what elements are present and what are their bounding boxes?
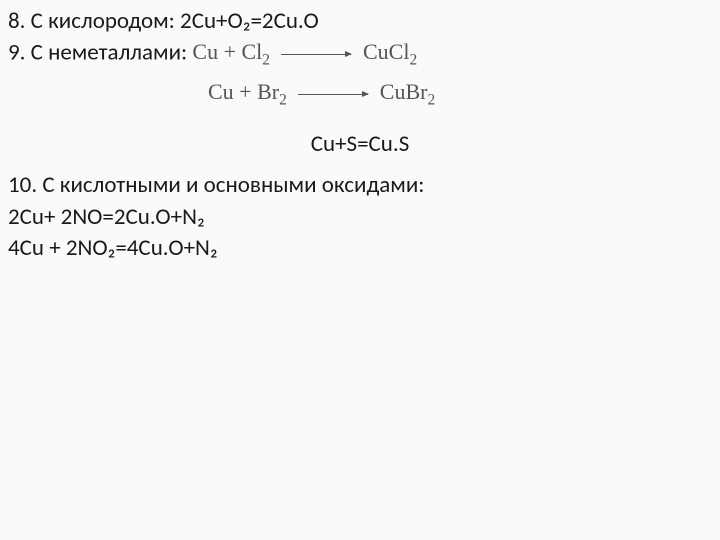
item-8: 8. С кислородом: 2Cu+O₂=2Cu.O [8,6,712,37]
equation-image-1: Cu + Cl2 CuCl2 [192,37,417,71]
eq1-right-sub: 2 [409,51,417,68]
item-9: 9. С неметаллами: Cu + Cl2 CuCl2 [8,37,712,71]
equation-image-2-row: Cu + Br2 CuBr2 [208,77,712,111]
eq1-right: CuCl [363,39,409,64]
eq2-left-sub: 2 [279,92,287,109]
eq2-left: Cu + Br [208,79,279,104]
item-8-label: 8. С кислородом: [8,7,180,35]
item-10-block: 10. С кислотными и основными оксидами: 2… [8,170,712,263]
item-10-eq-a: 2Cu+ 2NO=2Cu.O+N₂ [8,202,712,233]
eq1-left-sub: 2 [262,51,270,68]
item-10-eq-b: 4Cu + 2NO₂=4Cu.O+N₂ [8,233,712,264]
item-10-label: 10. С кислотными и основными оксидами: [8,170,712,201]
eq1-left: Cu + Cl [192,39,262,64]
eq2-right: CuBr [380,79,428,104]
eq2-right-sub: 2 [427,92,435,109]
arrow-icon [298,94,368,95]
item-9-label: 9. С неметаллами: [8,39,192,67]
arrow-icon [281,54,351,55]
document-page: 8. С кислородом: 2Cu+O₂=2Cu.O 9. С немет… [0,0,720,270]
center-equation: Cu+S=Cu.S [8,129,712,160]
center-eq-text: Cu+S=Cu.S [311,130,410,158]
equation-image-2: Cu + Br2 CuBr2 [208,77,435,111]
item-8-equation: 2Cu+O₂=2Cu.O [180,7,319,35]
